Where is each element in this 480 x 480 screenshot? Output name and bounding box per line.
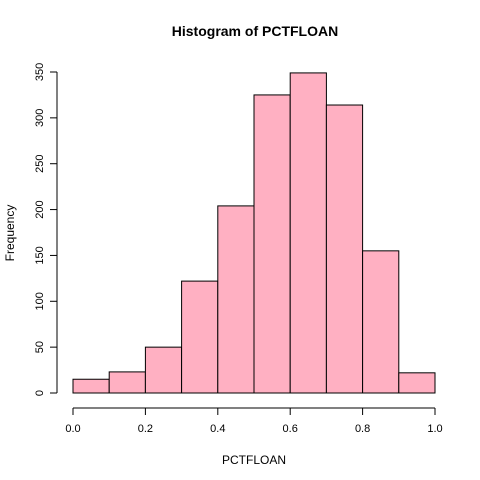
- histogram-bar: [289, 72, 327, 394]
- x-axis: 0.0 0.2 0.4 0.6 0.8 1.0: [65, 407, 443, 435]
- y-tick-label: 350: [34, 63, 46, 81]
- x-tick-label: 0.2: [138, 423, 153, 435]
- histogram-bar: [108, 371, 146, 394]
- x-tick-label: 0.0: [65, 423, 80, 435]
- chart-title: Histogram of PCTFLOAN: [172, 23, 338, 39]
- y-tick-label: 250: [34, 155, 46, 173]
- histogram-bar: [253, 94, 291, 394]
- histogram-bar: [217, 205, 255, 394]
- y-tick-label: 150: [34, 246, 46, 264]
- y-tick-label: 200: [34, 200, 46, 218]
- y-tick-label: 0: [34, 390, 46, 396]
- bars-group: [72, 72, 436, 394]
- x-tick-label: 1.0: [427, 423, 442, 435]
- y-tick-label: 300: [34, 109, 46, 127]
- histogram-bar: [362, 250, 400, 394]
- x-tick-label: 0.6: [283, 423, 298, 435]
- y-tick-label: 50: [34, 341, 46, 353]
- x-tick-label: 0.8: [355, 423, 370, 435]
- y-axis-label: Frequency: [3, 205, 17, 262]
- histogram-bar: [72, 378, 110, 394]
- x-tick-label: 0.4: [210, 423, 225, 435]
- y-tick-label: 100: [34, 292, 46, 310]
- x-axis-label: PCTFLOAN: [222, 453, 286, 467]
- histogram-bar: [398, 372, 436, 394]
- histogram-bar: [181, 280, 219, 394]
- y-axis: 0 50 100 150 200 250 300 350: [34, 63, 58, 396]
- histogram-bar: [144, 346, 183, 394]
- histogram-bar: [325, 104, 364, 394]
